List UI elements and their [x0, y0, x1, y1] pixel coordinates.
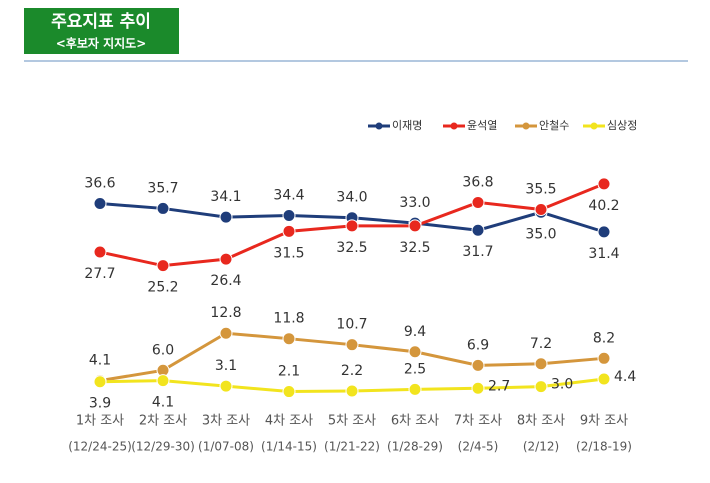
x-tick-label: 2차 조사: [139, 414, 187, 429]
data-label: 33.0: [399, 195, 430, 211]
x-tick-sublabel: (2/4-5): [458, 440, 499, 454]
data-point: [597, 177, 611, 191]
legend: 이재명 윤석열 안철수 심상정: [368, 119, 637, 132]
data-label: 32.5: [399, 240, 430, 256]
data-point: [597, 351, 611, 365]
x-tick-sublabel: (1/07-08): [198, 440, 254, 454]
data-point: [93, 375, 107, 389]
data-label: 40.2: [588, 198, 619, 214]
data-label: 12.8: [210, 305, 241, 321]
data-label: 2.2: [341, 363, 363, 379]
data-label: 36.6: [84, 176, 115, 192]
data-label: 31.7: [462, 244, 493, 260]
legend-label: 안철수: [539, 119, 569, 132]
data-point: [345, 384, 359, 398]
data-label: 2.1: [278, 364, 300, 380]
legend-marker: [375, 122, 383, 130]
plot: 1차 조사 (12/24-25) 2차 조사 (12/29-30) 3차 조사 (1/07…: [68, 174, 636, 453]
data-point: [534, 380, 548, 394]
x-tick-sublabel: (1/28-29): [387, 440, 443, 454]
x-tick-label: 9차 조사: [580, 414, 628, 429]
legend-marker: [450, 122, 458, 130]
data-point: [408, 219, 422, 233]
data-label: 3.0: [551, 377, 573, 393]
x-tick-sublabel: (1/21-22): [324, 440, 380, 454]
data-label: 32.5: [336, 240, 367, 256]
data-point: [345, 338, 359, 352]
data-label: 3.1: [215, 358, 237, 374]
data-point: [219, 210, 233, 224]
data-label: 34.1: [210, 189, 241, 205]
data-label: 6.0: [152, 342, 174, 358]
data-point: [156, 259, 170, 273]
data-point: [156, 201, 170, 215]
data-label: 35.7: [147, 180, 178, 196]
data-point: [597, 372, 611, 386]
data-label: 10.7: [336, 317, 367, 333]
data-point: [156, 374, 170, 388]
data-label: 36.8: [462, 174, 493, 190]
data-point: [282, 385, 296, 399]
data-label: 25.2: [147, 280, 178, 296]
data-label: 35.5: [525, 182, 556, 198]
data-label: 4.1: [152, 395, 174, 411]
x-tick-sublabel: (12/29-30): [131, 440, 195, 454]
data-point: [597, 225, 611, 239]
data-point: [408, 382, 422, 396]
x-tick-label: 6차 조사: [391, 414, 439, 429]
x-tick-label: 5차 조사: [328, 414, 376, 429]
data-point: [93, 245, 107, 259]
data-label: 3.9: [89, 396, 111, 412]
data-label: 34.4: [273, 188, 304, 204]
data-label: 6.9: [467, 337, 489, 353]
data-point: [282, 209, 296, 223]
legend-label: 심상정: [607, 119, 637, 132]
data-label: 26.4: [210, 273, 241, 289]
x-tick-label: 3차 조사: [202, 414, 250, 429]
x-tick-sublabel: (2/12): [523, 440, 559, 454]
data-label: 31.5: [273, 245, 304, 261]
data-point: [282, 224, 296, 238]
data-label: 4.4: [614, 369, 636, 385]
legend-label: 윤석열: [467, 119, 497, 132]
data-label: 8.2: [593, 330, 615, 346]
x-tick-label: 1차 조사: [76, 414, 124, 429]
x-tick-label: 4차 조사: [265, 414, 313, 429]
legend-label: 이재명: [392, 119, 422, 132]
data-point: [219, 326, 233, 340]
data-point: [93, 197, 107, 211]
data-label: 35.0: [525, 226, 556, 242]
x-tick-sublabel: (2/18-19): [576, 440, 632, 454]
data-point: [534, 203, 548, 217]
data-label: 31.4: [588, 246, 619, 262]
data-point: [282, 332, 296, 346]
data-label: 9.4: [404, 324, 426, 340]
data-point: [345, 219, 359, 233]
data-label: 27.7: [84, 266, 115, 282]
legend-marker: [522, 122, 530, 130]
x-tick-label: 8차 조사: [517, 414, 565, 429]
data-point: [408, 345, 422, 359]
data-point: [534, 357, 548, 371]
data-label: 34.0: [336, 190, 367, 206]
header-subtitle: <후보자 지지도>: [56, 36, 147, 51]
data-point: [219, 379, 233, 393]
data-label: 4.1: [89, 353, 111, 369]
data-label: 7.2: [530, 336, 552, 352]
data-label: 11.8: [273, 311, 304, 327]
x-tick-sublabel: (1/14-15): [261, 440, 317, 454]
data-point: [471, 195, 485, 209]
data-label: 2.7: [488, 378, 510, 394]
x-tick-label: 7차 조사: [454, 414, 502, 429]
data-point: [471, 358, 485, 372]
data-point: [471, 381, 485, 395]
header-box: [24, 8, 179, 54]
data-point: [471, 223, 485, 237]
header-title: 주요지표 추이: [51, 12, 151, 32]
data-point: [219, 252, 233, 266]
x-tick-sublabel: (12/24-25): [68, 440, 132, 454]
legend-marker: [590, 122, 598, 130]
data-label: 2.5: [404, 361, 426, 377]
